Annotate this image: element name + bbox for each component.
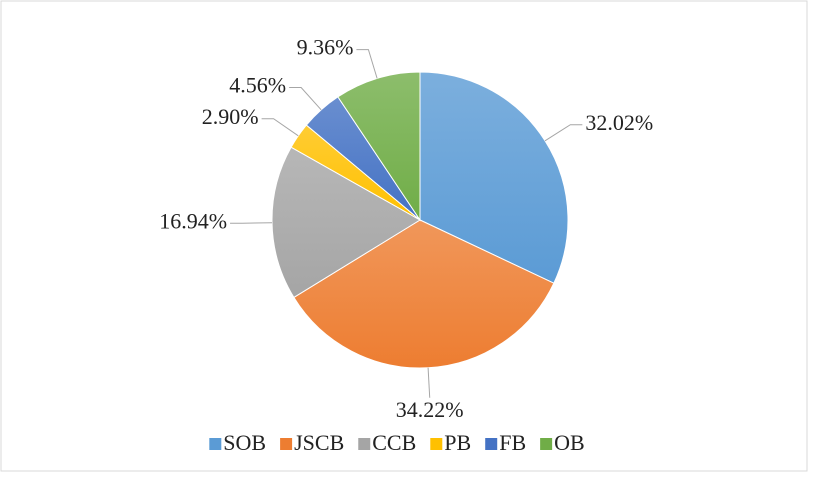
data-label: 34.22% xyxy=(396,397,464,422)
data-label: 2.90% xyxy=(202,104,259,129)
legend-label: JSCB xyxy=(294,430,344,455)
leader-line xyxy=(261,118,299,137)
legend-label: CCB xyxy=(372,430,416,455)
legend-swatch xyxy=(485,438,498,450)
leader-line xyxy=(356,49,378,79)
legend-swatch xyxy=(209,438,222,450)
leader-line xyxy=(289,87,322,111)
leader-line xyxy=(544,124,583,142)
leader-line xyxy=(427,367,431,398)
leader-line xyxy=(230,222,273,224)
pie-slice xyxy=(337,71,421,222)
pie-slice xyxy=(293,219,555,369)
data-label: 4.56% xyxy=(229,73,286,98)
legend-swatch xyxy=(430,438,443,450)
legend-swatch xyxy=(540,438,553,450)
legend-label: OB xyxy=(554,430,585,455)
legend-swatch xyxy=(358,438,371,450)
legend-label: SOB xyxy=(223,430,266,455)
data-label: 32.02% xyxy=(585,110,653,135)
data-label: 9.36% xyxy=(297,35,354,60)
data-label: 16.94% xyxy=(159,208,227,233)
legend-label: PB xyxy=(444,430,471,455)
legend-label: FB xyxy=(499,430,526,455)
legend-swatch xyxy=(280,438,293,450)
